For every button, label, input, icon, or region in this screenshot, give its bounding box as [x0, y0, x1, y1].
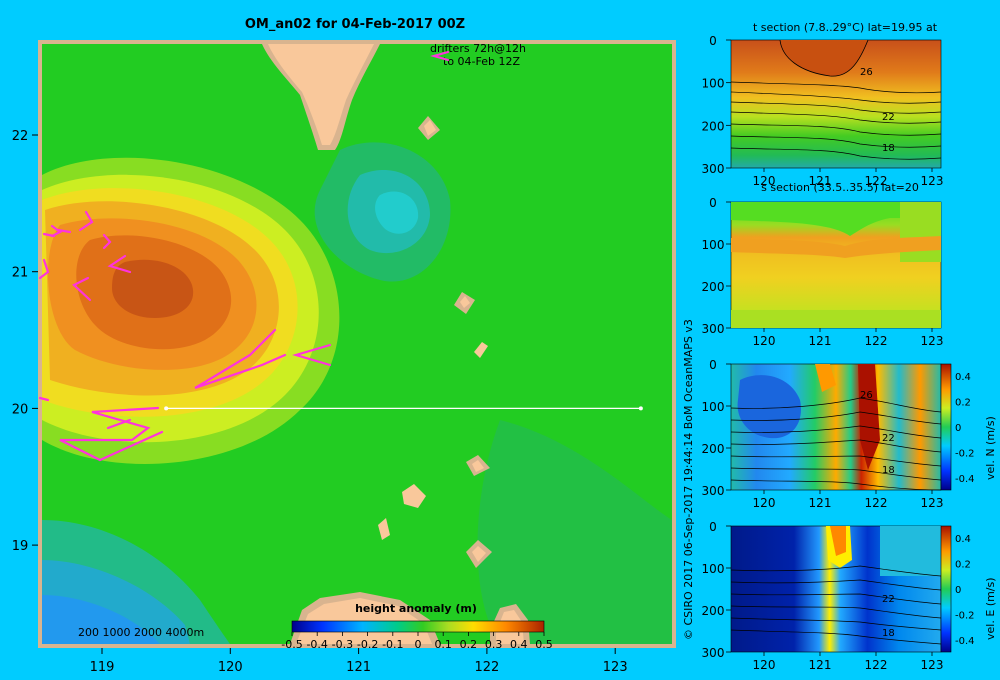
colorbar-tick-label: 0.5 [535, 638, 553, 651]
panel-colorbar-tick-label: 0.4 [955, 534, 971, 545]
panel-lon-tick-label: 123 [921, 334, 944, 348]
colorbar-tick-label: -0.5 [281, 638, 302, 651]
panel-depth-tick-label: 0 [709, 520, 717, 534]
drifter-tracks [38, 50, 450, 462]
panel-lon-tick-label: 122 [865, 174, 888, 188]
drifters-label: drifters 72h@12h [430, 42, 526, 55]
depth-legend: 200 1000 2000 4000m [78, 626, 204, 639]
colorbar-tick-label: 0.1 [434, 638, 452, 651]
colorbar-tick-label: -0.1 [382, 638, 403, 651]
panel-lon-tick-label: 123 [921, 658, 944, 672]
panel-depth-tick-label: 300 [702, 646, 725, 660]
vn-contour-label-26: 26 [860, 390, 873, 401]
panel-colorbar-tick-label: 0 [955, 423, 961, 434]
panel-lon-tick-label: 122 [865, 334, 888, 348]
vn-contour-label-22: 22 [882, 433, 895, 444]
panel-lon-tick-label: 120 [753, 496, 776, 510]
colorbar-tick-label: 0.4 [510, 638, 528, 651]
panel-colorbar-tick-label: -0.2 [955, 611, 975, 622]
map-lat-tick-label: 21 [12, 266, 29, 281]
colorbar-title: height anomaly (m) [355, 602, 477, 615]
t-contour-label-22: 22 [882, 112, 895, 123]
panel-colorbar-tick-label: 0.4 [955, 372, 971, 383]
panel-lon-tick-label: 120 [753, 174, 776, 188]
panel-lon-tick-label: 123 [921, 174, 944, 188]
vel-e-label: vel. E (m/s) [984, 577, 997, 640]
panel-depth-tick-label: 200 [702, 119, 725, 133]
map-lat-axis: 22 21 20 19 [12, 129, 38, 554]
map-lon-tick-label: 121 [346, 660, 371, 675]
islands [378, 116, 492, 568]
height-anomaly-colorbar [291, 620, 545, 633]
panel-depth-tick-label: 100 [702, 77, 725, 91]
panel-depth-tick-label: 200 [702, 280, 725, 294]
t-section-panel: 26 22 18 [730, 39, 942, 169]
map-lon-tick-label: 119 [90, 660, 115, 675]
ve-contour-label-22: 22 [882, 594, 895, 605]
ve-contour-label-18: 18 [882, 628, 895, 639]
panel-lon-tick-label: 121 [809, 174, 832, 188]
panel-lon-tick-label: 121 [809, 496, 832, 510]
panel-colorbar-tick-label: -0.2 [955, 449, 975, 460]
panel-lon-tick-label: 121 [809, 658, 832, 672]
panel-depth-tick-label: 0 [709, 196, 717, 210]
panel-colorbar-tick-label: -0.4 [955, 474, 975, 485]
colorbar-tick-label: 0.2 [460, 638, 478, 651]
colorbar-tick-label: -0.4 [306, 638, 327, 651]
map-lon-tick-label: 122 [474, 660, 499, 675]
colorbar-ticks: -0.5 -0.4 -0.3 -0.2 -0.1 0 0.1 0.2 0.3 0.4 0.5 [281, 632, 553, 651]
t-contour-label-18: 18 [882, 143, 895, 154]
vel-e-colorbar [940, 525, 952, 653]
vel-n-colorbar [940, 363, 952, 491]
panel-colorbar-tick-label: 0.2 [955, 398, 971, 409]
map-lat-tick-label: 20 [12, 402, 29, 417]
panel-lon-tick-label: 122 [865, 496, 888, 510]
vel-n-label: vel. N (m/s) [984, 416, 997, 480]
vel-e-panel: 22 18 [730, 525, 942, 653]
vn-contour-label-18: 18 [882, 465, 895, 476]
taiwan-coast [262, 44, 380, 150]
colorbar-tick-label: -0.2 [357, 638, 378, 651]
panel-depth-tick-label: 100 [702, 562, 725, 576]
panel-depth-tick-label: 0 [709, 358, 717, 372]
map-field [42, 44, 672, 644]
map-lon-tick-label: 120 [218, 660, 243, 675]
panel-colorbar-tick-label: 0 [955, 585, 961, 596]
map-title: OM_an02 for 04-Feb-2017 00Z [245, 17, 465, 32]
panel-colorbar-tick-label: -0.4 [955, 636, 975, 647]
s-section-title: s section (33.5..35.5) lat=20 [761, 181, 919, 194]
panel-lon-tick-label: 121 [809, 334, 832, 348]
drifters-label-time: to 04-Feb 12Z [443, 55, 520, 68]
map-lon-axis: 119 120 121 122 123 [90, 648, 628, 675]
panel-lon-tick-label: 122 [865, 658, 888, 672]
panel-depth-tick-label: 300 [702, 162, 725, 176]
colorbar-tick-label: 0.3 [485, 638, 503, 651]
panel-depth-tick-label: 100 [702, 400, 725, 414]
t-contour-label-26: 26 [860, 67, 873, 78]
panel-depth-tick-label: 300 [702, 484, 725, 498]
map-lon-tick-label: 123 [603, 660, 628, 675]
t-section-title: t section (7.8..29°C) lat=19.95 at [753, 21, 938, 34]
colorbar-tick-label: 0 [415, 638, 422, 651]
panel-depth-tick-label: 200 [702, 442, 725, 456]
panel-lon-tick-label: 120 [753, 658, 776, 672]
colorbar-tick-label: -0.3 [332, 638, 353, 651]
section-panel-axes: 0 100 200 300 120 121 122 123 0 100 200 300 120 121 12… [702, 34, 975, 672]
panel-depth-tick-label: 0 [709, 34, 717, 48]
s-section-panel [730, 201, 942, 329]
panel-depth-tick-label: 300 [702, 322, 725, 336]
vel-n-panel: 26 22 18 [730, 363, 942, 491]
panel-lon-tick-label: 123 [921, 496, 944, 510]
panel-depth-tick-label: 200 [702, 604, 725, 618]
credit-text: © CSIRO 2017 06-Sep-2017 19:44:14 BoM Oc… [682, 319, 695, 640]
section-line [164, 406, 643, 411]
panel-colorbar-tick-label: 0.2 [955, 560, 971, 571]
panel-depth-tick-label: 100 [702, 238, 725, 252]
map-lat-tick-label: 19 [12, 539, 29, 554]
panel-lon-tick-label: 120 [753, 334, 776, 348]
map-lat-tick-label: 22 [12, 129, 29, 144]
